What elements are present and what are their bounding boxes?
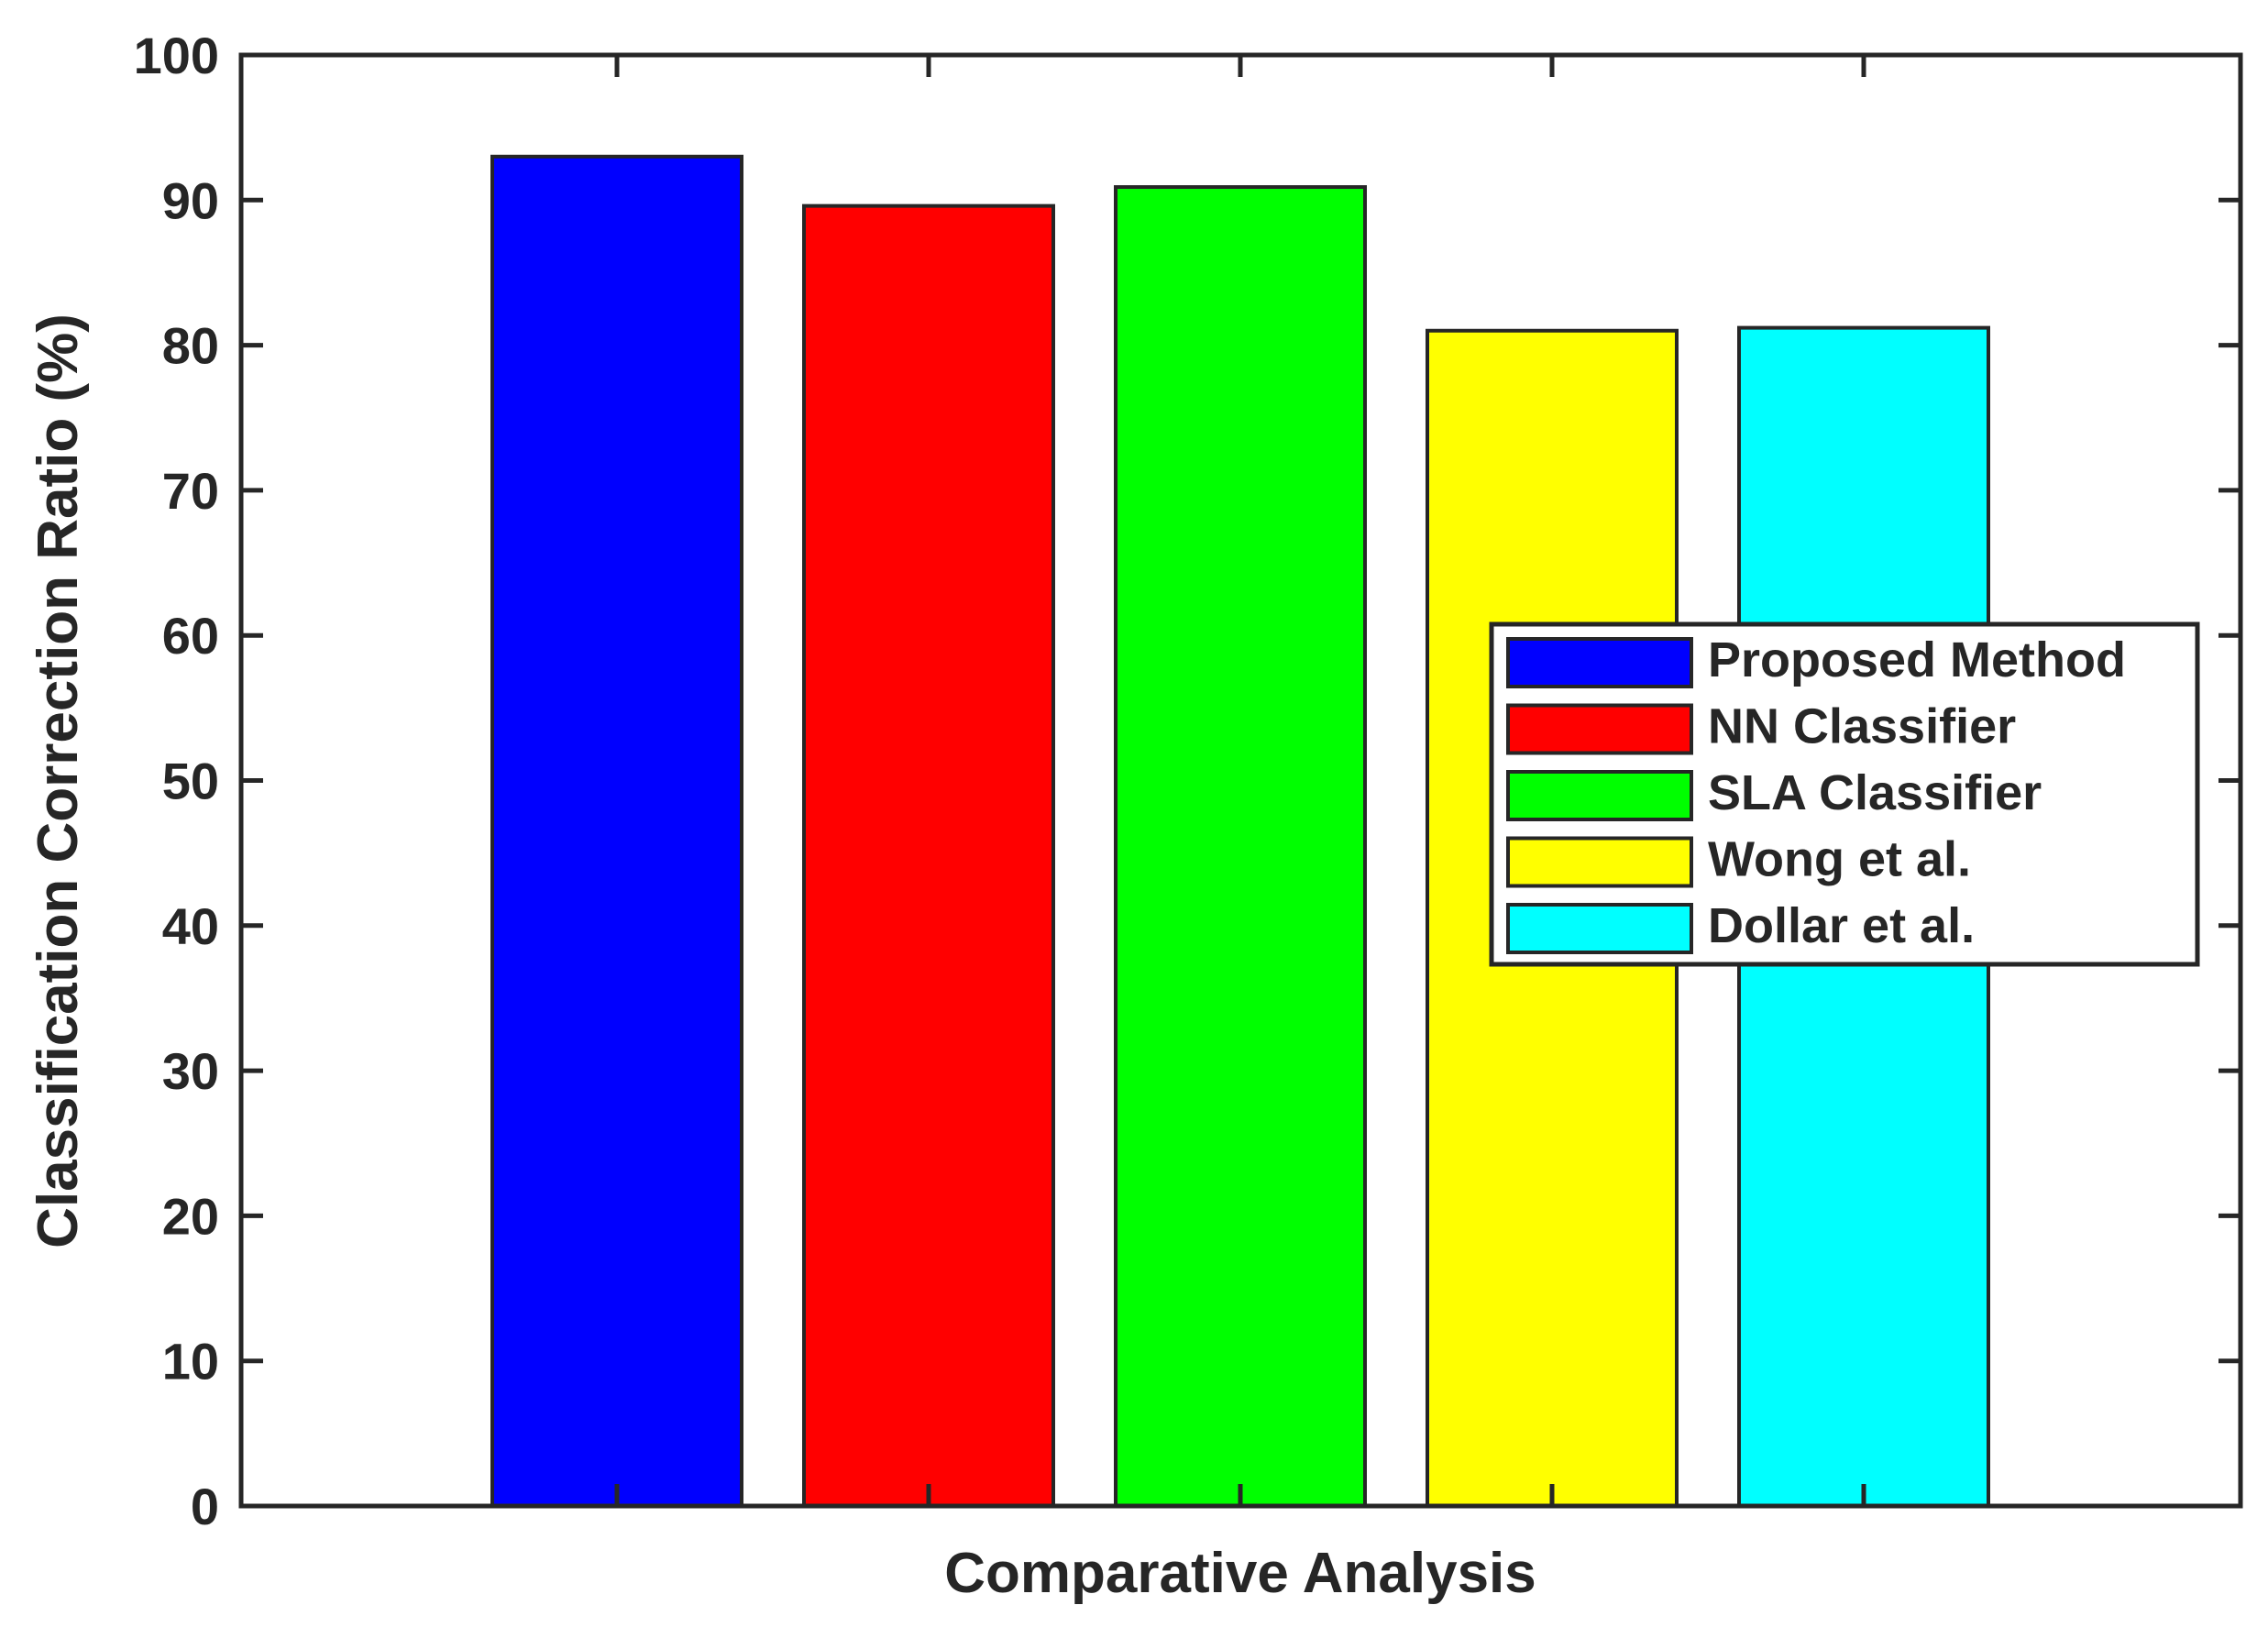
y-tick-label-10: 100 <box>134 27 219 84</box>
legend-swatch-2 <box>1506 770 1693 821</box>
legend-label-1: NN Classifier <box>1708 699 2016 754</box>
legend-swatch-1 <box>1506 703 1693 755</box>
y-tick-label-3: 30 <box>162 1042 219 1100</box>
bar-1 <box>802 203 1055 1509</box>
y-tick-label-6: 60 <box>162 607 219 665</box>
y-axis-title: Classification Correction Ratio (%) <box>27 313 90 1248</box>
bar-2 <box>1114 185 1367 1509</box>
x-axis-title: Comparative Analysis <box>944 1542 1536 1605</box>
legend: Proposed Method NN Classifier SLA Classifi… <box>1489 621 2200 967</box>
y-tick-label-1: 10 <box>162 1333 219 1391</box>
y-tick-label-5: 50 <box>162 753 219 810</box>
legend-swatch-4 <box>1506 903 1693 954</box>
legend-swatch-0 <box>1506 637 1693 688</box>
y-tick-label-7: 70 <box>162 462 219 520</box>
y-tick-label-2: 20 <box>162 1187 219 1245</box>
legend-label-0: Proposed Method <box>1708 632 2126 687</box>
y-ticks-group: 0 10 20 30 40 50 60 70 80 90 100 <box>134 27 2240 1535</box>
y-tick-label-4: 40 <box>162 897 219 955</box>
legend-label-4: Dollar et al. <box>1708 898 1975 953</box>
y-tick-label-8: 80 <box>162 317 219 375</box>
legend-swatch-3 <box>1506 836 1693 888</box>
legend-label-3: Wong et al. <box>1708 832 1971 887</box>
y-tick-label-0: 0 <box>191 1478 219 1535</box>
legend-label-2: SLA Classifier <box>1708 765 2042 820</box>
y-tick-label-9: 90 <box>162 171 219 229</box>
bar-0 <box>490 154 743 1508</box>
